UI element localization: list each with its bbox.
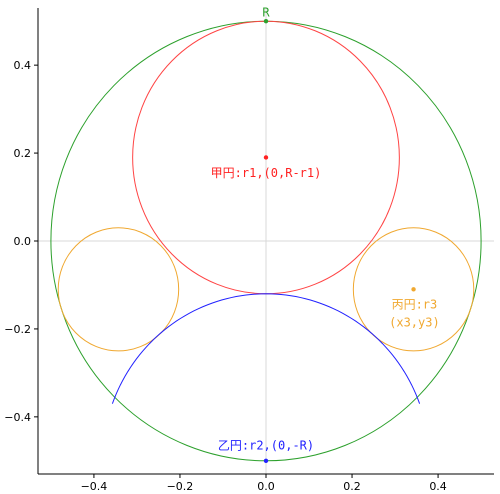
point-otsu-center xyxy=(263,458,269,464)
x-tick-label: −0.2 xyxy=(167,480,194,493)
circle-hei-right xyxy=(352,227,475,352)
crosshair-lines xyxy=(38,8,494,474)
x-tick-label: 0.0 xyxy=(257,480,275,493)
point-hei-center xyxy=(411,287,416,292)
label-ko: 甲円:r1,(0,R-r1) xyxy=(211,166,322,180)
y-tick-label: 0.0 xyxy=(14,235,32,248)
y-tick-label: 0.4 xyxy=(14,59,32,72)
x-tick-label: 0.2 xyxy=(343,480,361,493)
plot-labels: R 甲円:r1,(0,R-r1) 丙円:r3 (x3,y3) 乙円:r2,(0,-R) xyxy=(211,5,440,452)
plot-axes: −0.4 −0.2 0.0 0.2 0.4 −0.4 −0.2 0.0 0.2 0.4 xyxy=(4,8,494,493)
point-top-point xyxy=(263,18,269,24)
arc-otsu xyxy=(111,293,421,404)
circle-hei-left xyxy=(57,227,180,352)
y-tick-label: 0.2 xyxy=(14,147,32,160)
y-tick-label: −0.4 xyxy=(4,411,31,424)
x-tick-label: −0.4 xyxy=(81,480,108,493)
y-tick-label: −0.2 xyxy=(4,323,31,336)
label-hei2: (x3,y3) xyxy=(389,315,440,329)
plot-points xyxy=(263,18,416,464)
x-tick-label: 0.4 xyxy=(429,480,447,493)
label-R: R xyxy=(262,5,270,19)
label-hei1: 丙円:r3 xyxy=(392,298,438,312)
point-ko-center xyxy=(263,155,269,160)
label-otsu: 乙円:r2,(0,-R) xyxy=(218,438,314,452)
